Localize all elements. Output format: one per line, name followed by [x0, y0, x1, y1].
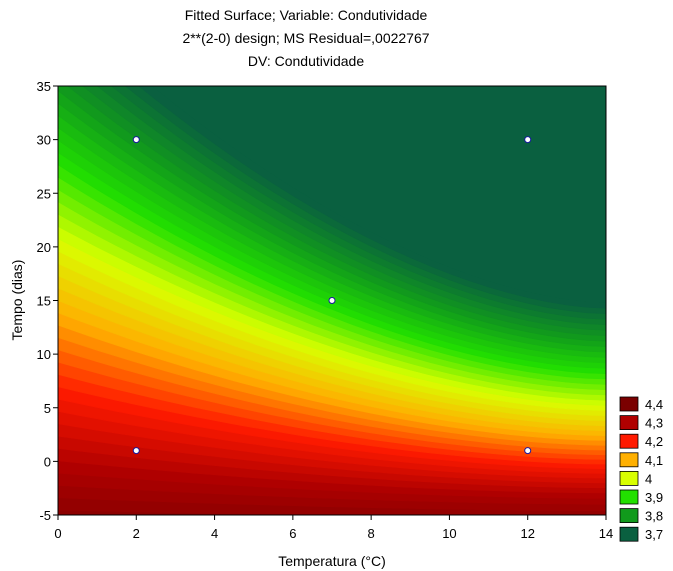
design-point: [133, 137, 139, 143]
y-tick-label: 30: [37, 133, 51, 148]
x-axis: 0 2 4 6 8 10 12 14: [54, 515, 613, 541]
legend-swatch: [620, 509, 638, 523]
design-point: [525, 448, 531, 454]
y-tick-label: 10: [37, 347, 51, 362]
y-axis-label: Tempo (dias): [9, 260, 25, 341]
legend-swatch: [620, 397, 638, 411]
y-tick-label: 35: [37, 79, 51, 94]
legend-label: 3,7: [645, 527, 663, 542]
x-tick-label: 6: [289, 526, 296, 541]
legend-label: 4,4: [645, 397, 663, 412]
y-tick-label: 15: [37, 294, 51, 309]
legend-swatch: [620, 527, 638, 541]
x-tick-label: 12: [520, 526, 534, 541]
legend-swatch: [620, 416, 638, 430]
x-tick-label: 4: [211, 526, 218, 541]
y-tick-label: 25: [37, 186, 51, 201]
design-point: [525, 137, 531, 143]
design-point: [133, 448, 139, 454]
x-tick-label: 8: [368, 526, 375, 541]
y-tick-label: 5: [44, 401, 51, 416]
legend: 4,4 4,3 4,2 4,1 4 3,9 3,8 3,7: [620, 397, 663, 542]
legend-label: 4,3: [645, 416, 663, 431]
legend-swatch: [620, 434, 638, 448]
legend-label: 4: [645, 471, 652, 486]
chart-title-line-3: DV: Condutividade: [248, 53, 364, 69]
legend-label: 3,9: [645, 490, 663, 505]
legend-label: 4,2: [645, 434, 663, 449]
legend-swatch: [620, 471, 638, 485]
y-axis: -5 0 5 10 15 20 25 30 35: [37, 79, 58, 523]
y-tick-label: 20: [37, 240, 51, 255]
x-axis-label: Temperatura (°C): [278, 553, 386, 569]
legend-swatch: [620, 453, 638, 467]
x-tick-label: 14: [599, 526, 613, 541]
x-tick-label: 10: [442, 526, 456, 541]
legend-label: 4,1: [645, 453, 663, 468]
x-tick-label: 0: [54, 526, 61, 541]
x-tick-label: 2: [133, 526, 140, 541]
legend-swatch: [620, 490, 638, 504]
legend-label: 3,8: [645, 509, 663, 524]
chart-title-line-2: 2**(2-0) design; MS Residual=,0022767: [182, 30, 429, 46]
chart-title-line-1: Fitted Surface; Variable: Condutividade: [185, 7, 428, 23]
y-tick-label: 0: [44, 454, 51, 469]
design-point: [329, 298, 335, 304]
y-tick-label: -5: [39, 508, 51, 523]
